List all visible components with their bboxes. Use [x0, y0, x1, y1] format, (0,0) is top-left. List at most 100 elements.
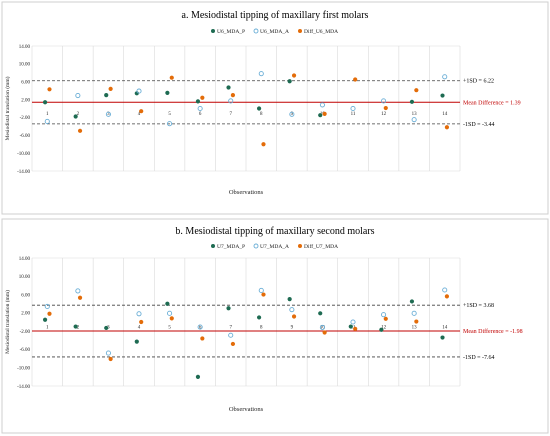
point-Diff_U6_MDA [139, 109, 144, 114]
point-U6_MDA_A [136, 88, 142, 94]
x-observation-label: 6 [199, 326, 202, 331]
y-tick-label: -14.00 [17, 385, 30, 390]
point-Diff_U6_MDA [169, 75, 174, 80]
point-U7_MDA_A [289, 307, 295, 313]
point-U7_MDA_P [104, 325, 109, 331]
legend-marker-U6_MDA_P [211, 29, 215, 33]
legend: U6_MDA_P U6_MDA_A Diff_U6_MDA [211, 28, 338, 35]
mean-difference-label: Mean Difference = 1.39 [463, 99, 521, 106]
point-Diff_U7_MDA [322, 330, 327, 335]
x-observation-label: 12 [381, 112, 387, 117]
x-observation-label: 3 [107, 326, 110, 331]
point-U6_MDA_A [411, 117, 417, 123]
x-axis-label: Observations [229, 189, 264, 196]
point-U7_MDA_A [167, 310, 173, 316]
point-U7_MDA_A [350, 319, 356, 325]
point-U7_MDA_A [136, 311, 142, 317]
point-U7_MDA_A [228, 332, 234, 338]
point-U7_MDA_P [165, 301, 170, 306]
x-observation-label: 4 [138, 326, 141, 331]
point-U6_MDA_P [195, 99, 201, 104]
point-Diff_U7_MDA [108, 356, 113, 362]
x-observation-label: 8 [260, 112, 263, 117]
point-U6_MDA_P [318, 113, 323, 118]
point-Diff_U7_MDA [139, 319, 144, 325]
point-U6_MDA_P [226, 85, 231, 90]
point-U6_MDA_P [165, 90, 170, 95]
point-U7_MDA_P [409, 299, 415, 304]
point-U7_MDA_A [442, 287, 448, 293]
chart-panel-1: a. Mesiodistal tipping of maxillary firs… [1, 1, 549, 215]
point-Diff_U7_MDA [230, 341, 236, 347]
sd-label: +1SD = 6.22 [463, 79, 494, 85]
y-tick-label: 6.00 [21, 293, 30, 298]
point-U6_MDA_A [350, 105, 356, 112]
point-U7_MDA_P [256, 315, 262, 320]
point-U7_MDA_P [348, 324, 353, 329]
point-U6_MDA_A [105, 111, 111, 117]
point-Diff_U7_MDA [383, 316, 388, 321]
point-U6_MDA_P [73, 114, 78, 119]
point-U6_MDA_P [42, 100, 48, 105]
y-tick-label: 14.00 [19, 45, 31, 50]
x-observation-label: 1 [46, 326, 49, 331]
point-Diff_U6_MDA [353, 77, 358, 82]
point-U7_MDA_A [44, 303, 50, 310]
legend: U7_MDA_P U7_MDA_A Diff_U7_MDA [211, 243, 338, 250]
x-observation-label: 6 [199, 112, 202, 117]
x-observation-label: 4 [138, 112, 141, 117]
point-Diff_U6_MDA [291, 73, 297, 78]
y-tick-label: -14.00 [17, 170, 30, 175]
point-U7_MDA_P [42, 317, 48, 322]
point-Diff_U6_MDA [108, 86, 113, 91]
point-U6_MDA_A [381, 98, 387, 104]
point-U7_MDA_A [411, 310, 417, 316]
mean-difference-label: Mean Difference = -1.98 [463, 328, 523, 335]
legend-label-U6_MDA_A: U6_MDA_A [260, 29, 289, 35]
point-Diff_U7_MDA [77, 295, 83, 300]
point-Diff_U7_MDA [47, 311, 52, 316]
y-tick-label: 10.00 [19, 63, 31, 68]
x-observation-label: 3 [107, 112, 110, 117]
point-U7_MDA_P [226, 306, 231, 311]
legend-marker-U6_MDA_A [253, 28, 259, 34]
sd-label: +1SD = 3.68 [463, 303, 494, 309]
point-Diff_U6_MDA [77, 128, 83, 133]
y-axis-label: Mesiodistal translation (mm) [4, 76, 11, 140]
x-observation-label: 9 [291, 326, 294, 331]
point-Diff_U6_MDA [200, 95, 205, 100]
point-Diff_U6_MDA [444, 125, 450, 130]
point-U6_MDA_A [228, 98, 234, 104]
point-Diff_U7_MDA [200, 336, 205, 341]
y-tick-label: 14.00 [19, 257, 31, 262]
x-observation-label: 13 [412, 326, 418, 331]
point-U6_MDA_P [256, 106, 262, 111]
point-Diff_U7_MDA [444, 294, 450, 299]
chart-title: a. Mesiodistal tipping of maxillary firs… [182, 10, 369, 21]
point-Diff_U7_MDA [353, 326, 358, 331]
point-U7_MDA_P [73, 324, 78, 329]
x-observation-label: 11 [351, 112, 356, 117]
x-observation-label: 7 [229, 326, 232, 331]
legend-label-U7_MDA_P: U7_MDA_P [217, 244, 245, 250]
x-observation-label: 9 [291, 112, 294, 117]
chart-panel-2: b. Mesiodistal tipping of maxillary seco… [1, 218, 549, 434]
point-Diff_U7_MDA [414, 319, 419, 324]
point-Diff_U6_MDA [322, 111, 327, 116]
x-observation-label: 8 [260, 326, 263, 331]
x-observation-label: 12 [381, 326, 387, 331]
point-Diff_U6_MDA [230, 93, 236, 98]
point-U7_MDA_A [258, 287, 264, 294]
point-U6_MDA_P [104, 93, 109, 98]
y-tick-label: -6.00 [20, 134, 31, 139]
point-U6_MDA_A [442, 74, 448, 80]
x-observation-label: 7 [229, 112, 232, 117]
point-U6_MDA_A [289, 111, 295, 117]
x-observation-label: 14 [442, 326, 448, 331]
x-observation-label: 10 [320, 326, 326, 331]
x-observation-label: 14 [442, 112, 448, 117]
y-tick-label: -2.00 [20, 330, 31, 335]
y-tick-label: -6.00 [20, 348, 31, 353]
point-U6_MDA_P [287, 79, 292, 84]
